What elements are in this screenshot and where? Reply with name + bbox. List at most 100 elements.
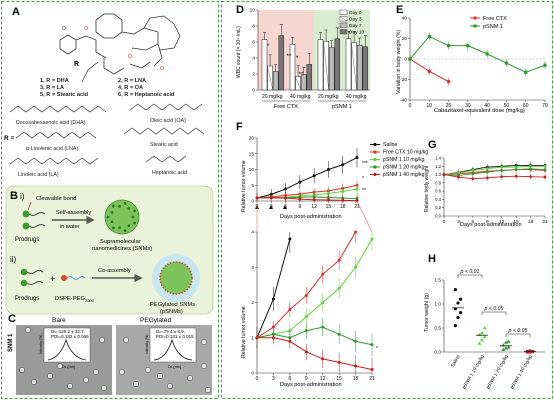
panel-g-xlabel: Days post-administration [460,222,522,228]
snm-dot [127,206,131,210]
f-point [271,325,275,329]
snm-dot [106,215,110,219]
g-xtick-label: 9 [486,219,489,225]
f-legend-marker [373,150,377,154]
h-p-value: p < 0.05 [508,328,528,334]
h-point [459,311,463,315]
snm-nanoparticle [104,199,140,235]
panel-b-letter: B [10,190,18,202]
panel-f-ylabel-bot: Relative tumor volume [241,306,247,358]
compound-3: 3, R = LA [40,85,64,91]
psnms-label: (pSNMs) [160,309,183,315]
tem-particle [133,381,139,387]
snm-dot [110,220,114,224]
panel-b-ii: ii) [10,255,17,264]
compound-1: 1, R = DHA [40,78,69,84]
dls-curve-bare [47,338,87,361]
snm-dot [111,226,115,230]
g-ytick-label: 1.0 [435,172,441,177]
h-point [504,340,508,344]
snm-dot [110,210,114,214]
f-point [355,199,359,203]
g-point [543,168,547,172]
d-bar-hatch [323,42,329,90]
g-xtick-label: 12 [499,219,505,225]
dls-y-peg: Intensity (%) [145,335,149,354]
tem-particle [119,369,125,375]
h-point [480,338,484,342]
d-significance-star: * [296,56,299,62]
peg-pdi: PDI=0.131 ± 0.015 [156,334,194,339]
f-legend-marker [373,142,377,147]
e-point [427,34,431,39]
g-xtick-label: 6 [472,219,475,225]
f-series-line [257,337,373,370]
h-ytick-label: 0.0 [434,350,441,356]
r-label: R [74,61,79,68]
f-legend-label: Free CTX 10 mg/kg [383,150,428,156]
f-point [354,339,358,343]
bare-label: Bare [52,317,66,324]
h-ytick-label: 1.0 [434,302,441,308]
g-ytick-label: 0.0 [435,214,441,219]
co-assembly-label: Co-assembly [98,268,131,274]
d-ytick-label: 0 [252,88,255,94]
g-point [471,177,475,181]
f-point [304,315,308,319]
panel-c: C Bare PEGylated SNM 1 Dₕ=120.2 ± 32.7, … [8,313,212,395]
f-point [298,180,302,184]
e-point [466,44,470,48]
e-point [504,61,509,65]
f-significance-star: * [362,176,364,182]
right-frame [221,1,553,399]
f-ytick-label: 2 [251,300,254,306]
cleavable-bond-label: Cleavable bond [36,196,76,202]
d-significance-star: ** [299,72,304,78]
f-point [341,190,345,194]
h-point [477,341,482,345]
d-ytick-label: 10 [250,8,256,14]
h-ytick-label: 0.5 [434,326,441,332]
d-significance-star: * [267,44,270,50]
h-ytick-label: 1.5 [434,278,441,284]
h-point [504,346,508,350]
panel-e: E 0 10 20 30 40 50 60 70 -40 -20 0 20 40 Variation i… [396,4,548,114]
tem-particle [67,383,73,389]
f-point [321,357,325,361]
f-ytick-label: 0 [251,371,254,377]
group-psnm: pSNM 1 [332,104,352,110]
g-point [543,175,547,179]
d-bar [362,46,369,91]
h-point [453,288,457,292]
svg-text:O: O [84,26,88,32]
f-series-line [256,157,358,199]
e-point [408,57,412,61]
acid-oa: Oleic acid (OA) [150,118,186,124]
f-point [255,196,259,200]
panel-e-xlabel: Cabazitaxel-equivalent dose (mg/kg) [434,108,525,114]
d-legend-label: Day 0 [349,10,362,16]
d-bar [317,39,324,91]
f-ytick-label: 4 [251,230,254,236]
g-point [514,168,518,172]
panel-g-chart: 0 3 6 9 12 15 18 21 0.0 0.2 0.4 0.6 0.8 1.0 1.2 1.4 [435,156,548,226]
f-xtick-label: 21 [369,376,375,382]
dspe-peg-icon [61,275,86,281]
h-p-value: p < 0.01 [460,269,480,275]
h-point [459,297,463,301]
d-legend-label: Day 10 [349,30,365,36]
f-significance-star: ** [362,188,366,194]
panel-e-letter: E [396,4,403,16]
compound-5: 5, R = Stearic acid [40,92,89,98]
f-point [255,336,259,340]
panel-f-ylabel-top: Relative tumor volume [241,160,247,212]
d-bar [334,38,341,91]
f-xtick-label: 18 [340,204,346,210]
dls-curve-pegylated [153,338,193,361]
d-bar-hatch [295,77,301,90]
g-point [500,175,504,179]
acid-dha: Docosahexaenoic acid (DHA) [16,120,86,126]
snm-dot [127,224,131,228]
